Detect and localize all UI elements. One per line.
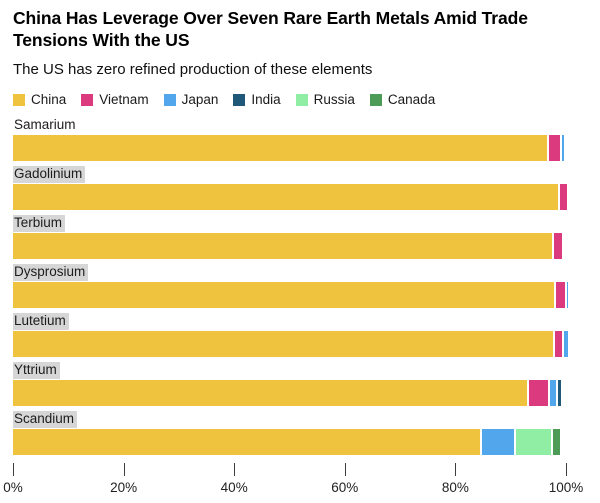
bar-segment-vietnam[interactable]	[560, 184, 567, 210]
category-label-dysprosium: Dysprosium	[13, 264, 89, 281]
chart-row-samarium: Samarium	[13, 116, 587, 161]
bar-segment-japan[interactable]	[549, 380, 557, 406]
chart-row-scandium: Scandium	[13, 410, 587, 455]
legend-item-india: India	[233, 92, 281, 107]
chart-title: China Has Leverage Over Seven Rare Earth…	[13, 8, 528, 50]
axis-tick-label: 0%	[3, 480, 23, 495]
legend-item-vietnam: Vietnam	[81, 92, 149, 107]
chart-row-terbium: Terbium	[13, 214, 587, 259]
axis-tick	[123, 463, 125, 476]
legend-item-china: China	[13, 92, 66, 107]
legend-swatch-china	[13, 93, 25, 106]
legend-label: Canada	[387, 92, 436, 107]
bar-segment-japan[interactable]	[563, 331, 569, 357]
bar-segment-japan[interactable]	[566, 282, 569, 308]
stacked-bar-samarium	[13, 135, 566, 161]
chart-plot-area: Samarium Gadolinium Terbium Dysprosium Lutet…	[13, 116, 587, 455]
category-label-lutetium: Lutetium	[13, 313, 69, 330]
legend-item-canada: Canada	[369, 92, 436, 107]
legend-label: India	[251, 92, 281, 107]
category-label-scandium: Scandium	[13, 411, 78, 428]
bar-segment-china[interactable]	[13, 135, 547, 161]
legend-swatch-russia	[295, 93, 308, 106]
bar-segment-india[interactable]	[558, 380, 561, 406]
axis-tick	[234, 463, 236, 476]
legend-swatch-india	[233, 93, 246, 106]
bar-segment-china[interactable]	[13, 233, 553, 259]
stacked-bar-terbium	[13, 233, 566, 259]
bar-segment-china[interactable]	[13, 429, 481, 455]
stacked-bar-yttrium	[13, 380, 566, 406]
legend-label: Russia	[313, 92, 355, 107]
axis-tick	[455, 463, 457, 476]
axis-tick-label: 60%	[331, 480, 359, 495]
chart-row-lutetium: Lutetium	[13, 312, 587, 357]
stacked-bar-scandium	[13, 429, 566, 455]
stacked-bar-gadolinium	[13, 184, 567, 210]
axis-tick	[566, 463, 567, 476]
axis-tick-label: 20%	[110, 480, 138, 495]
category-label-samarium: Samarium	[14, 117, 76, 132]
legend-swatch-japan	[163, 93, 176, 106]
legend-label: China	[31, 92, 67, 107]
bar-segment-china[interactable]	[13, 184, 559, 210]
bar-segment-vietnam[interactable]	[554, 233, 562, 259]
category-label-terbium: Terbium	[13, 215, 66, 232]
bar-segment-russia[interactable]	[516, 429, 552, 455]
x-axis: 0% 20% 40% 60% 80% 100%	[3, 463, 583, 503]
legend-item-russia: Russia	[295, 92, 355, 107]
axis-tick	[13, 463, 14, 476]
stacked-bar-lutetium	[13, 331, 569, 357]
bar-segment-china[interactable]	[13, 282, 555, 308]
axis-tick-label: 80%	[441, 480, 469, 495]
axis-tick	[344, 463, 346, 476]
legend-label: Japan	[181, 92, 219, 107]
chart-row-yttrium: Yttrium	[13, 361, 587, 406]
bar-segment-china[interactable]	[13, 331, 554, 357]
chart-row-dysprosium: Dysprosium	[13, 263, 587, 308]
chart-row-gadolinium: Gadolinium	[13, 165, 587, 210]
category-label-gadolinium: Gadolinium	[13, 166, 86, 183]
axis-tick-label: 100%	[548, 480, 584, 495]
legend-item-japan: Japan	[163, 92, 219, 107]
bar-segment-japan[interactable]	[561, 135, 564, 161]
bar-segment-vietnam[interactable]	[528, 380, 548, 406]
bar-segment-japan[interactable]	[482, 429, 515, 455]
category-label-yttrium: Yttrium	[13, 362, 60, 379]
legend-label: Vietnam	[99, 92, 149, 107]
legend-swatch-canada	[369, 93, 382, 106]
bar-segment-vietnam[interactable]	[548, 135, 560, 161]
bar-segment-vietnam[interactable]	[556, 282, 565, 308]
bar-segment-canada[interactable]	[553, 429, 560, 455]
legend: China Vietnam Japan India Russia Canada	[13, 92, 587, 107]
bar-segment-vietnam[interactable]	[555, 331, 562, 357]
bar-segment-china[interactable]	[13, 380, 527, 406]
chart-subtitle: The US has zero refined production of th…	[13, 61, 373, 78]
legend-swatch-vietnam	[81, 93, 94, 106]
axis-tick-label: 40%	[220, 480, 248, 495]
stacked-bar-dysprosium	[13, 282, 569, 308]
